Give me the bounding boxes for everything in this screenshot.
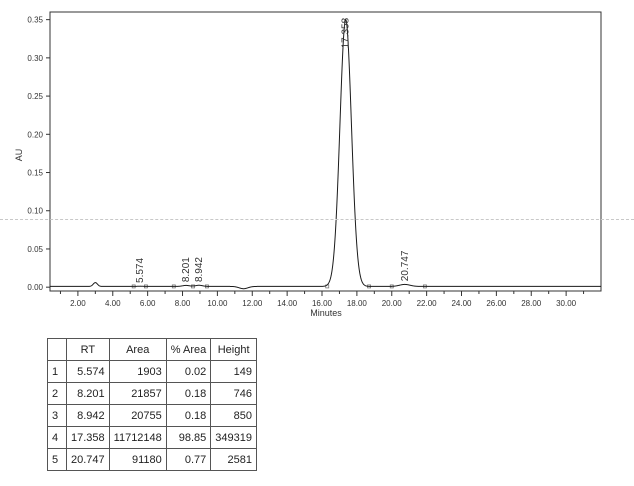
x-tick-label: 2.00 xyxy=(70,299,86,308)
peak-label: 20.747 xyxy=(400,250,411,281)
table-row: 5 20.747 91180 0.77 2581 xyxy=(47,448,257,471)
y-tick-label: 0.05 xyxy=(27,245,43,254)
header-percent-area: % Area xyxy=(165,338,212,361)
row-area: 91180 xyxy=(108,448,167,471)
header-height: Height xyxy=(210,338,257,361)
chromatogram-trace xyxy=(50,18,601,290)
x-tick-label: 22.00 xyxy=(417,299,438,308)
row-index: 3 xyxy=(47,404,67,427)
x-axis: 2.00 4.00 6.00 8.00 10.00 12.00 14.00 16.00 18.0… xyxy=(59,291,585,308)
y-axis-label: AU xyxy=(14,149,24,162)
y-tick-label: 0.10 xyxy=(27,207,43,216)
row-percent-area: 98.85 xyxy=(165,426,212,449)
y-tick-label: 0.15 xyxy=(27,169,43,178)
x-tick-label: 16.00 xyxy=(312,299,333,308)
table-row: 1 5.574 1903 0.02 149 xyxy=(47,360,257,383)
row-index: 4 xyxy=(47,426,67,449)
x-axis-label: Minutes xyxy=(310,308,342,318)
row-index: 2 xyxy=(47,382,67,405)
row-height: 850 xyxy=(210,404,257,427)
scan-artifact-line xyxy=(0,219,634,220)
x-tick-label: 20.00 xyxy=(382,299,403,308)
x-tick-label: 12.00 xyxy=(242,299,263,308)
y-tick-label: 0.20 xyxy=(27,130,43,139)
y-tick-label: 0.35 xyxy=(27,16,43,25)
row-rt: 17.358 xyxy=(66,426,110,449)
peak-table: RT Area % Area Height 1 5.574 1903 0.02 … xyxy=(47,338,257,471)
row-rt: 8.942 xyxy=(66,404,110,427)
x-tick-label: 6.00 xyxy=(140,299,156,308)
row-percent-area: 0.77 xyxy=(165,448,212,471)
row-area: 11712148 xyxy=(108,426,167,449)
peak-table-header: RT Area % Area Height xyxy=(47,338,257,361)
header-rt: RT xyxy=(66,338,110,361)
peak-label: 5.574 xyxy=(135,257,146,282)
x-tick-label: 8.00 xyxy=(175,299,191,308)
peak-labels: 5.574 8.201 8.942 17.358 20.747 xyxy=(135,17,411,283)
x-tick-label: 26.00 xyxy=(486,299,507,308)
row-height: 149 xyxy=(210,360,257,383)
row-rt: 5.574 xyxy=(66,360,110,383)
peak-label: 8.201 xyxy=(181,257,192,282)
row-area: 20755 xyxy=(108,404,167,427)
y-tick-label: 0.30 xyxy=(27,54,43,63)
x-tick-label: 18.00 xyxy=(347,299,368,308)
peak-label: 8.942 xyxy=(194,257,205,282)
row-index: 1 xyxy=(47,360,67,383)
x-tick-label: 28.00 xyxy=(521,299,542,308)
x-tick-label: 10.00 xyxy=(207,299,228,308)
row-rt: 20.747 xyxy=(66,448,110,471)
peak-label: 17.358 xyxy=(341,17,352,48)
row-area: 21857 xyxy=(108,382,167,405)
row-height: 746 xyxy=(210,382,257,405)
table-row: 3 8.942 20755 0.18 850 xyxy=(47,404,257,427)
x-tick-label: 30.00 xyxy=(556,299,577,308)
row-percent-area: 0.02 xyxy=(165,360,212,383)
row-height: 349319 xyxy=(210,426,257,449)
x-tick-label: 4.00 xyxy=(105,299,121,308)
row-height: 2581 xyxy=(210,448,257,471)
chromatogram-chart: 0.00 0.05 0.10 0.15 0.20 0.25 0.30 0.35 2.00 4.0… xyxy=(14,11,602,318)
header-area: Area xyxy=(108,338,167,361)
row-rt: 8.201 xyxy=(66,382,110,405)
row-area: 1903 xyxy=(108,360,167,383)
row-percent-area: 0.18 xyxy=(165,404,212,427)
y-tick-label: 0.25 xyxy=(27,92,43,101)
table-row: 2 8.201 21857 0.18 746 xyxy=(47,382,257,405)
row-index: 5 xyxy=(47,448,67,471)
y-tick-label: 0.00 xyxy=(27,283,43,292)
header-index xyxy=(47,338,67,361)
x-tick-label: 24.00 xyxy=(451,299,472,308)
plot-frame xyxy=(49,11,602,292)
y-axis: 0.00 0.05 0.10 0.15 0.20 0.25 0.30 0.35 xyxy=(27,16,50,292)
row-percent-area: 0.18 xyxy=(165,382,212,405)
table-row: 4 17.358 11712148 98.85 349319 xyxy=(47,426,257,449)
x-tick-label: 14.00 xyxy=(277,299,298,308)
